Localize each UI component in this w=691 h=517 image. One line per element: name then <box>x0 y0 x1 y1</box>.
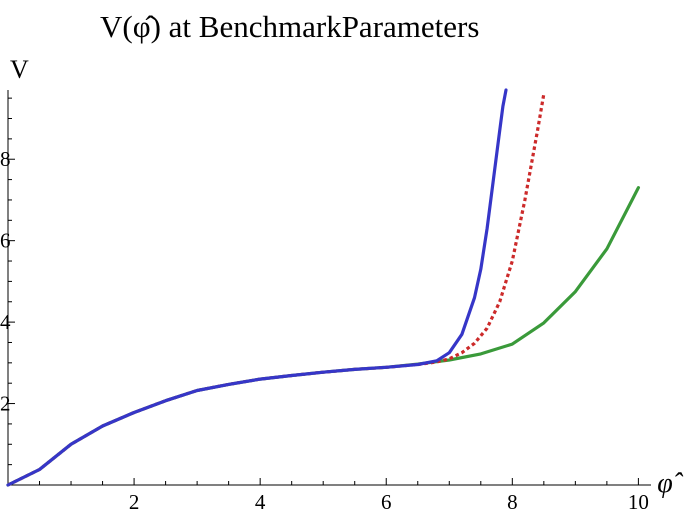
x-tick-label: 2 <box>129 490 140 514</box>
x-tick-label: 8 <box>507 490 518 514</box>
x-tick-label: 10 <box>628 490 649 514</box>
x-tick-label: 4 <box>255 490 266 514</box>
y-tick-label: 4 <box>0 310 11 334</box>
y-tick-label: 6 <box>0 229 11 253</box>
tick-group: 2 4 6 8 10 2 4 6 8 <box>0 97 649 514</box>
y-tick-label: 8 <box>0 147 11 171</box>
series-group <box>6 88 641 487</box>
series-line-2 <box>6 88 508 487</box>
chart-title: V(φ̂) at BenchmarkParameters <box>100 9 479 44</box>
y-axis-label: V <box>10 55 29 84</box>
x-tick-label: 6 <box>381 490 392 514</box>
x-axis-label: φ̂ <box>657 468 683 499</box>
series-line-0 <box>6 186 641 487</box>
series-line-1 <box>7 93 546 487</box>
y-tick-label: 2 <box>0 392 11 416</box>
